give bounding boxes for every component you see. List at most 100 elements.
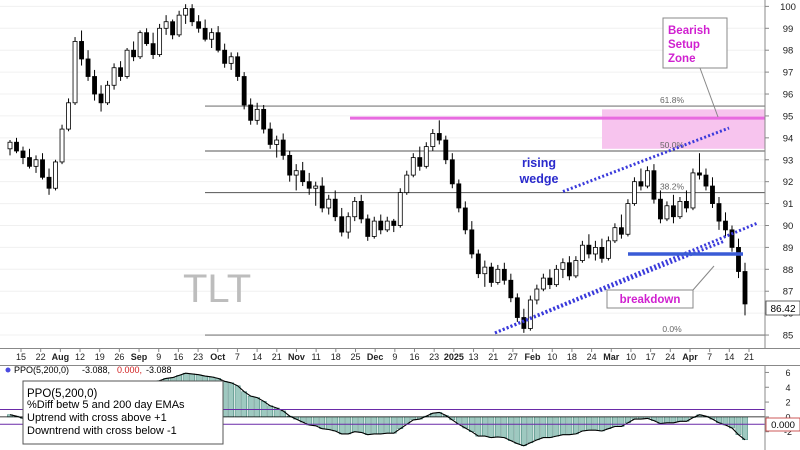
ppo-header-label: PPO(5,200,0) [14, 365, 69, 375]
rising-wedge-lines [494, 126, 758, 335]
last-price-label: 86.42 [770, 304, 795, 315]
ppo-legend-line-1: PPO(5,200,0) [27, 388, 97, 400]
date-tick-label: 2025 [444, 352, 464, 362]
ppo-histogram-bar [325, 416, 332, 430]
date-tick-label: Oct [210, 352, 225, 362]
candle-up [553, 268, 559, 286]
candle-down [150, 43, 156, 55]
candle-up [410, 157, 416, 176]
candle-down [339, 216, 345, 233]
date-tick-label: 16 [410, 352, 420, 362]
bearish-zone-label-line: Setup [668, 39, 700, 51]
wedge-lower-extension [494, 221, 758, 335]
candle-up [326, 198, 332, 209]
date-tick-label: 9 [156, 352, 161, 362]
last-price-badge-box [765, 300, 800, 316]
candle-down [742, 271, 748, 305]
candle-down [196, 21, 202, 29]
breakdown-callout-box [606, 289, 694, 309]
ppo-legend-box: PPO(5,200,0) [22, 380, 224, 445]
candle-down [14, 141, 19, 152]
ppo-histogram-bar [612, 416, 618, 427]
price-tick-label: 92 [783, 177, 794, 188]
candle-down [365, 218, 371, 237]
candle-up [209, 32, 215, 40]
candle-down [131, 49, 137, 58]
candle-down [378, 220, 384, 231]
breakdown-pointer [692, 265, 715, 291]
ppo-series-dot [5, 367, 11, 373]
ppo-histogram-bar [247, 395, 254, 418]
candle-down [729, 229, 735, 248]
wedge-upper-line [562, 126, 730, 193]
ppo-value-badge-box [765, 417, 800, 432]
candle-down [27, 157, 32, 167]
date-tick-label: 15 [16, 352, 26, 362]
candle-down [475, 253, 481, 275]
candle-down [280, 139, 286, 156]
fib-label: 50.0% [660, 140, 685, 150]
ppo-header-value-2: 0.000, [117, 365, 142, 375]
candle-down [319, 185, 325, 209]
ppo-histogram-bar [592, 416, 599, 431]
breakdown-label: breakdown [620, 294, 681, 306]
date-tick-label: Dec [367, 352, 384, 362]
candle-down [300, 170, 306, 183]
ppo-histogram-bar [605, 416, 612, 429]
ppo-histogram-bar [514, 416, 521, 444]
ppo-tick-label: -2 [784, 427, 792, 437]
bearish-zone-pointer [699, 67, 719, 118]
ppo-histogram-bar [390, 416, 397, 434]
ppo-header-value-3: -3.088 [146, 365, 172, 375]
ppo-histogram-bar [462, 416, 469, 429]
date-axis-strip [0, 348, 800, 365]
rising-wedge-label-line: rising [522, 156, 556, 170]
candle-down [723, 220, 728, 231]
candle-down [599, 247, 605, 259]
ppo-value-badge-label: 0.000 [771, 420, 795, 431]
candle-up [632, 181, 637, 204]
candle-up [397, 192, 403, 226]
candle-up [625, 203, 631, 235]
candle-down [638, 181, 644, 187]
price-axis: 858687888990919293949596979899100 [765, 2, 796, 342]
candle-up [183, 8, 189, 16]
date-tick-label: 12 [75, 352, 85, 362]
fibonacci-levels: 61.8% 50.0% 38.2% 0.0% [205, 95, 765, 336]
candle-down [417, 157, 423, 167]
ppo-header-value-1: -3.088, [82, 365, 110, 375]
date-tick-label: Aug [52, 352, 70, 362]
candle-up [579, 244, 585, 261]
ppo-histogram-bar [377, 416, 384, 435]
ppo-histogram-bar [488, 416, 495, 438]
ppo-histogram-bar [547, 416, 553, 438]
candle-up [664, 205, 670, 220]
candle-down [215, 32, 221, 51]
candle-down [449, 159, 455, 185]
candle-up [352, 200, 358, 218]
date-tick-label: 19 [95, 352, 105, 362]
candle-up [163, 21, 169, 29]
price-tick-label: 88 [783, 265, 794, 276]
price-tick-label: 96 [783, 90, 794, 101]
ppo-panel: 6 4 2 0 -2 0.000 PPO(5,200,0) -3.088, 0.000,… [0, 365, 800, 450]
candle-down [20, 150, 26, 158]
candle-up [605, 240, 611, 259]
candlestick-series [7, 4, 748, 333]
candle-up [527, 299, 533, 329]
candle-down [501, 268, 507, 281]
chart-annotations: Bearish Setup Zone rising wedge breakdown [519, 17, 728, 309]
ppo-histogram-bar [254, 397, 261, 418]
ppo-legend-text: %Diff betw 5 and 200 day EMAs Uptrend wi… [27, 399, 221, 438]
candle-down [436, 133, 442, 141]
candle-up [534, 288, 540, 301]
candle-down [261, 108, 267, 130]
ppo-histogram-bar [241, 391, 248, 418]
candle-up [228, 56, 234, 64]
candle-up [690, 172, 696, 209]
date-tick-label: 10 [626, 352, 636, 362]
candle-up [495, 268, 501, 283]
candle-down [658, 198, 663, 220]
candle-up [677, 200, 683, 218]
date-tick-label: 11 [311, 352, 320, 362]
